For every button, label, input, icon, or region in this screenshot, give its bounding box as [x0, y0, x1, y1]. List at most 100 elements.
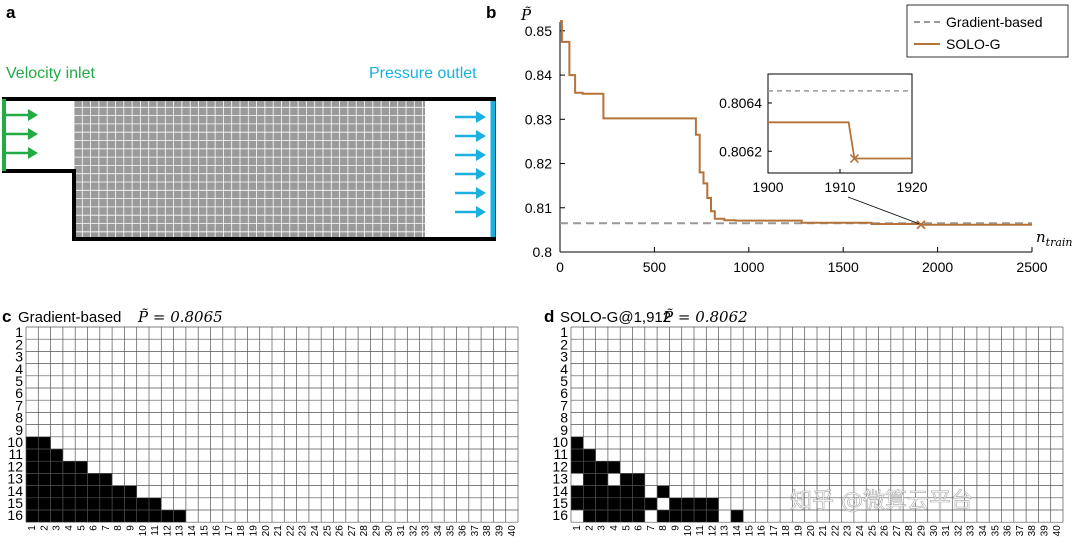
grid-cell-filled: [62, 473, 76, 486]
row-label: 10: [552, 434, 568, 450]
x-tick-label: 0: [556, 259, 564, 275]
grid-cell-filled: [620, 485, 633, 498]
col-label: 20: [806, 525, 817, 537]
grid-cell-filled: [87, 473, 100, 486]
inlet-arrows: [6, 109, 38, 159]
row-label: 13: [7, 471, 23, 487]
row-label: 7: [560, 397, 568, 413]
row-label: 15: [552, 495, 568, 511]
col-label: 8: [113, 525, 124, 531]
y-tick-label: 0.84: [525, 67, 552, 83]
outlet-arrows: [455, 111, 486, 218]
grid-cell-filled: [50, 485, 63, 498]
col-label: 20: [261, 525, 272, 537]
grid-cell-filled: [38, 473, 51, 486]
grid-cell-filled: [26, 449, 39, 462]
grid-cell-filled: [571, 497, 584, 510]
grid-cell-filled: [75, 485, 88, 498]
col-label: 10: [138, 525, 149, 537]
mesh-grid: [73, 98, 425, 239]
panel-d-title: SOLO-G@1,912: [560, 309, 671, 326]
col-label: 15: [199, 525, 210, 537]
col-label: 6: [634, 525, 645, 531]
col-label: 8: [658, 525, 669, 531]
inset-connector: [847, 196, 920, 225]
watermark: 知乎 @微算云平台: [790, 489, 973, 514]
panel-c-title: Gradient-based: [18, 309, 121, 326]
inset-y-tick-label: 0.8064: [719, 95, 762, 111]
col-label: 21: [273, 525, 284, 537]
grid-cell-filled: [50, 449, 63, 462]
grid-cell-filled: [595, 510, 608, 523]
row-label: 6: [560, 385, 568, 401]
col-label: 14: [732, 525, 743, 537]
col-label: 34: [978, 525, 989, 537]
col-label: 19: [794, 525, 805, 537]
grid-cell-filled: [38, 436, 51, 449]
col-label: 31: [396, 525, 407, 537]
col-label: 35: [990, 525, 1001, 537]
arrow-icon: [28, 147, 38, 159]
grid-cell-filled: [620, 510, 633, 523]
velocity-inlet-label: Velocity inlet: [6, 65, 95, 82]
grid-cell-filled: [112, 497, 125, 510]
row-label: 16: [552, 507, 568, 523]
grid-cell-filled: [607, 510, 621, 523]
col-label: 4: [609, 525, 620, 531]
arrow-icon: [476, 130, 486, 142]
grid-cell-filled: [595, 497, 608, 510]
col-label: 33: [966, 525, 977, 537]
x-tick-label: 500: [643, 259, 667, 275]
col-label: 1: [27, 525, 38, 531]
col-label: 34: [433, 525, 444, 537]
panel-d-label: d: [544, 307, 554, 326]
col-label: 24: [855, 525, 866, 537]
panel-c-title-math: P̃ = 0.8065: [137, 308, 223, 326]
x-tick-label: 1500: [828, 259, 859, 275]
arrow-icon: [28, 109, 38, 121]
row-label: 11: [553, 446, 568, 462]
row-label: 4: [560, 361, 568, 377]
legend-box: [906, 4, 1069, 58]
grid-cell-filled: [124, 510, 137, 523]
col-label: 9: [671, 525, 682, 531]
grid-cell-filled: [149, 510, 162, 523]
pressure-outlet-label: Pressure outlet: [369, 65, 477, 82]
col-label: 22: [285, 525, 296, 537]
grid-cell-filled: [26, 497, 39, 510]
row-label: 8: [560, 410, 568, 426]
col-label: 39: [1040, 525, 1051, 537]
y-tick-label: 0.85: [525, 23, 552, 39]
grid-cell-filled: [62, 510, 76, 523]
arrow-icon: [476, 149, 486, 161]
y-tick-label: 0.82: [525, 156, 552, 172]
grid-cell-filled: [595, 473, 608, 486]
grid-cell-filled: [571, 485, 584, 498]
grid-cell-filled: [38, 461, 51, 474]
col-label: 26: [880, 525, 891, 537]
col-label: 9: [126, 525, 137, 531]
grid-cell-filled: [26, 436, 39, 449]
grid-cell-filled: [583, 473, 596, 486]
row-label: 3: [560, 349, 568, 365]
row-label: 15: [7, 495, 23, 511]
grid-cell-filled: [669, 510, 682, 523]
grid-cell-filled: [50, 510, 63, 523]
col-label: 15: [744, 525, 755, 537]
grid-cell-filled: [583, 461, 596, 474]
grid-cell-filled: [38, 485, 51, 498]
grid-cell-filled: [38, 449, 51, 462]
grid-cell-filled: [50, 473, 63, 486]
col-label: 30: [384, 525, 395, 537]
col-label: 24: [310, 525, 321, 537]
grid-cell-filled: [706, 497, 719, 510]
grid-cell-filled: [632, 485, 645, 498]
arrow-icon: [476, 111, 486, 123]
col-label: 17: [224, 525, 235, 537]
inset-marker: [849, 153, 859, 164]
row-label: 11: [8, 446, 23, 462]
arrow-icon: [28, 128, 38, 140]
col-label: 35: [445, 525, 456, 537]
grid-cell-filled: [149, 497, 162, 510]
